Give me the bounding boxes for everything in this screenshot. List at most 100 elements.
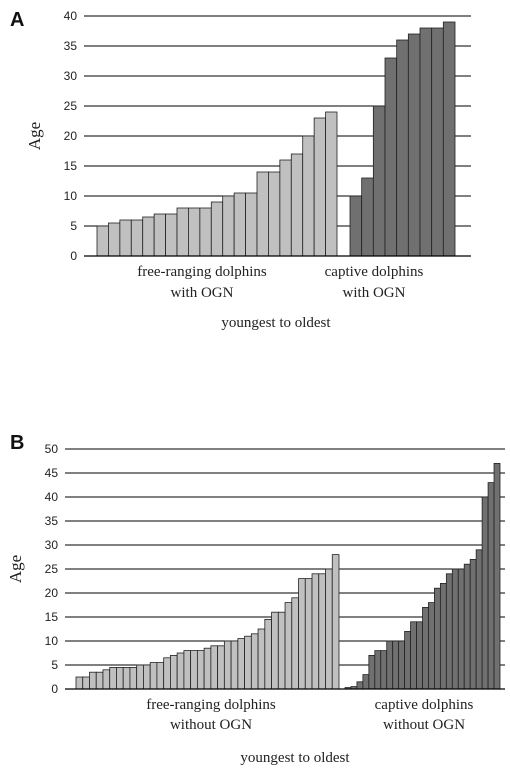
panel-b-free-ranging-bar — [284, 602, 293, 690]
panel-a-free-ranging-bar — [188, 207, 201, 257]
panel-a-free-ranging-bar — [279, 159, 292, 257]
panel-a-group2-label-line1: captive dolphins — [325, 264, 424, 280]
panel-b-free-ranging-bar — [257, 628, 266, 690]
panel-b-captive-bar — [487, 482, 495, 690]
panel-b-y-tick-label: 25 — [45, 562, 59, 576]
panel-a-free-ranging-bar — [313, 117, 326, 257]
panel-b-captive-bar — [398, 640, 406, 690]
panel-b-free-ranging-bar — [122, 667, 131, 690]
panel-b-free-ranging-bar — [217, 645, 225, 690]
panel-b-captive-bar — [356, 681, 364, 690]
panel-a-free-ranging-bar — [233, 192, 246, 257]
panel-b-free-ranging-bar — [109, 667, 117, 690]
panel-a-y-tick-label: 5 — [70, 219, 77, 233]
panel-b-free-ranging-bar — [298, 578, 306, 690]
panel-b-free-ranging-bar — [82, 676, 90, 690]
panel-b-y-axis-label: Age — [6, 555, 25, 583]
panel-b-y-tick-label: 5 — [51, 658, 58, 672]
panel-a-y-tick-label: 0 — [70, 249, 77, 263]
panel-b-free-ranging-bar — [304, 578, 313, 690]
panel-a-captive-bar — [431, 27, 444, 257]
panel-b-free-ranging-bar — [210, 645, 219, 690]
panel-b-captive-bar — [469, 559, 477, 690]
panel-a-y-tick-label: 40 — [64, 9, 78, 23]
panel-b-free-ranging-bar — [203, 647, 212, 690]
panel-a-x-axis-label: youngest to oldest — [221, 315, 331, 331]
panel-b-free-ranging-bar — [271, 611, 279, 690]
panel-b-free-ranging-bar — [143, 664, 151, 690]
panel-a-free-ranging-bar — [108, 222, 121, 257]
panel-b-captive-bar — [362, 674, 370, 690]
panel-a-captive-bar — [396, 39, 409, 257]
panel-b-captive-bar — [428, 602, 435, 690]
panel-b-captive-bar — [493, 462, 501, 690]
panel-b-free-ranging-bar — [163, 657, 171, 690]
panel-b-y-tick-label: 15 — [45, 610, 59, 624]
panel-b-y-tick-label: 45 — [45, 466, 59, 480]
panel-b-group1-label-line2: without OGN — [170, 717, 252, 733]
panel-b-chart: B Age 0 5 10 15 20 25 30 35 40 45 50 free-ranging … — [6, 432, 505, 766]
panel-a-bars — [96, 21, 456, 257]
panel-b-free-ranging-bar — [75, 676, 84, 690]
panel-b-free-ranging-bar — [196, 650, 205, 690]
panel-a-free-ranging-bar — [256, 171, 269, 257]
panel-b-free-ranging-bar — [311, 573, 320, 690]
panel-b-free-ranging-bar — [230, 640, 239, 690]
panel-a-free-ranging-bar — [142, 216, 155, 257]
panel-a-free-ranging-bar — [210, 201, 224, 257]
panel-b-free-ranging-bar — [89, 671, 97, 690]
panel-a-y-tick-label: 30 — [64, 69, 78, 83]
panel-a-y-tick-label: 35 — [64, 39, 78, 53]
panel-b-captive-bar — [404, 631, 411, 690]
panel-b-captive-bar — [368, 655, 376, 690]
panel-a-free-ranging-bar — [222, 195, 235, 257]
panel-b-captive-bar — [439, 583, 447, 690]
panel-b-free-ranging-bar — [149, 662, 158, 690]
panel-a-free-ranging-bar — [96, 225, 109, 257]
panel-a-captive-bar — [384, 57, 398, 257]
panel-a-captive-bar — [442, 21, 456, 257]
panel-b-free-ranging-bar — [95, 671, 104, 690]
panel-b-captive-bar — [481, 496, 489, 690]
panel-b-captive-bar — [416, 621, 423, 690]
panel-b-captive-bar — [392, 640, 400, 690]
panel-b-group2-label-line1: captive dolphins — [375, 697, 474, 713]
panel-b-captive-bar — [434, 587, 441, 690]
panel-b-free-ranging-bar — [237, 638, 245, 690]
panel-b-y-tick-label: 10 — [45, 634, 59, 648]
panel-a-free-ranging-bar — [165, 213, 178, 257]
panel-a-captive-bar — [349, 195, 363, 257]
panel-a-group2-label-line2: with OGN — [343, 285, 406, 301]
panel-b-free-ranging-bar — [291, 597, 299, 690]
panel-b-y-tick-label: 40 — [45, 490, 59, 504]
panel-a-y-tick-label: 10 — [64, 189, 78, 203]
panel-b-captive-bar — [374, 650, 382, 690]
panel-a-y-ticks: 0 5 10 15 20 25 30 35 40 — [64, 9, 78, 263]
panel-a-free-ranging-bar — [130, 219, 144, 257]
panel-b-captive-bar — [386, 640, 394, 690]
panel-a-chart: A Age 0 5 10 15 20 25 30 35 40 free-ranging dolp… — [10, 9, 471, 331]
panel-b-captive-bar — [410, 621, 417, 690]
panel-a-captive-bar — [407, 33, 421, 257]
panel-b-letter: B — [10, 432, 24, 454]
panel-b-y-tick-label: 20 — [45, 586, 59, 600]
panel-b-captive-bar — [451, 568, 459, 690]
panel-a-free-ranging-bar — [153, 213, 166, 257]
panel-a-letter: A — [10, 9, 24, 31]
panel-b-y-tick-label: 30 — [45, 538, 59, 552]
panel-b-captive-bar — [445, 573, 453, 690]
panel-a-y-tick-label: 15 — [64, 159, 78, 173]
panel-b-free-ranging-bar — [136, 664, 144, 690]
panel-b-free-ranging-bar — [129, 667, 138, 690]
panel-b-y-tick-label: 0 — [51, 682, 58, 696]
panel-b-free-ranging-bar — [176, 652, 185, 690]
panel-a-free-ranging-bar — [325, 111, 338, 257]
panel-a-captive-bar — [419, 27, 433, 257]
panel-b-y-tick-label: 50 — [45, 442, 59, 456]
panel-a-y-tick-label: 25 — [64, 99, 78, 113]
panel-b-group1-label-line1: free-ranging dolphins — [146, 697, 276, 713]
panel-b-free-ranging-bar — [156, 662, 165, 690]
panel-b-captive-bar — [422, 607, 429, 690]
panel-b-free-ranging-bar — [223, 640, 232, 690]
